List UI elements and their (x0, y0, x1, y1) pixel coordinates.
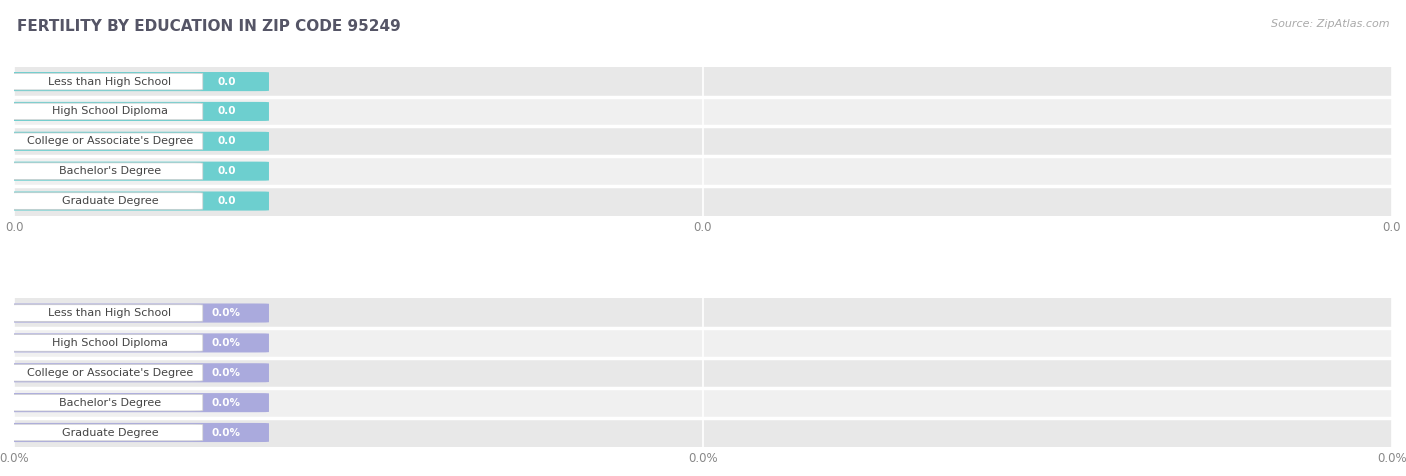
FancyBboxPatch shape (0, 191, 269, 210)
FancyBboxPatch shape (8, 365, 202, 381)
FancyBboxPatch shape (14, 67, 1392, 97)
Text: Source: ZipAtlas.com: Source: ZipAtlas.com (1271, 19, 1389, 29)
Text: 0.0: 0.0 (217, 107, 235, 117)
FancyBboxPatch shape (0, 72, 269, 91)
FancyBboxPatch shape (8, 335, 202, 351)
Text: Less than High School: Less than High School (48, 308, 172, 318)
FancyBboxPatch shape (0, 162, 269, 181)
Text: Less than High School: Less than High School (48, 77, 172, 87)
FancyBboxPatch shape (8, 394, 202, 411)
FancyBboxPatch shape (14, 126, 1392, 156)
FancyBboxPatch shape (8, 305, 202, 321)
FancyBboxPatch shape (0, 304, 269, 323)
Text: Bachelor's Degree: Bachelor's Degree (59, 397, 160, 407)
Text: 0.0: 0.0 (217, 136, 235, 146)
Text: 0.0%: 0.0% (212, 338, 240, 348)
Text: College or Associate's Degree: College or Associate's Degree (27, 136, 193, 146)
FancyBboxPatch shape (0, 333, 269, 352)
Text: 0.0: 0.0 (217, 166, 235, 176)
FancyBboxPatch shape (14, 417, 1392, 447)
FancyBboxPatch shape (14, 186, 1392, 216)
Text: College or Associate's Degree: College or Associate's Degree (27, 368, 193, 378)
Text: High School Diploma: High School Diploma (52, 338, 167, 348)
Text: Graduate Degree: Graduate Degree (62, 427, 157, 437)
FancyBboxPatch shape (8, 193, 202, 209)
Text: 0.0: 0.0 (217, 77, 235, 87)
FancyBboxPatch shape (8, 133, 202, 149)
FancyBboxPatch shape (8, 163, 202, 179)
Text: 0.0%: 0.0% (212, 368, 240, 378)
FancyBboxPatch shape (14, 328, 1392, 358)
FancyBboxPatch shape (0, 102, 269, 121)
FancyBboxPatch shape (14, 156, 1392, 186)
FancyBboxPatch shape (8, 424, 202, 441)
FancyBboxPatch shape (0, 132, 269, 151)
Text: 0.0%: 0.0% (212, 397, 240, 407)
Text: 0.0%: 0.0% (212, 427, 240, 437)
Text: 0.0: 0.0 (217, 196, 235, 206)
FancyBboxPatch shape (0, 423, 269, 442)
Text: Graduate Degree: Graduate Degree (62, 196, 157, 206)
Text: Bachelor's Degree: Bachelor's Degree (59, 166, 160, 176)
FancyBboxPatch shape (14, 358, 1392, 388)
FancyBboxPatch shape (14, 388, 1392, 417)
FancyBboxPatch shape (14, 298, 1392, 328)
Text: High School Diploma: High School Diploma (52, 107, 167, 117)
FancyBboxPatch shape (8, 73, 202, 90)
Text: 0.0%: 0.0% (212, 308, 240, 318)
Text: FERTILITY BY EDUCATION IN ZIP CODE 95249: FERTILITY BY EDUCATION IN ZIP CODE 95249 (17, 19, 401, 34)
FancyBboxPatch shape (8, 103, 202, 120)
FancyBboxPatch shape (0, 393, 269, 412)
FancyBboxPatch shape (0, 363, 269, 382)
FancyBboxPatch shape (14, 97, 1392, 126)
